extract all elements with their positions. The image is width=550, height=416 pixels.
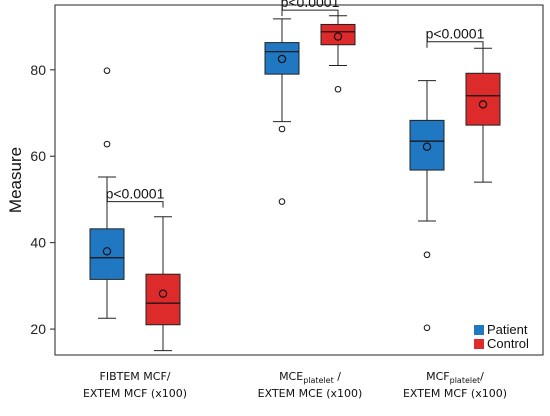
- category-label-line2: EXTEM MCE (x100): [258, 387, 363, 400]
- mean-marker: [277, 54, 287, 64]
- legend-label-patient: Patient: [487, 322, 528, 337]
- outlier-point: [423, 324, 431, 332]
- category-label-line2: EXTEM MCF (x100): [83, 387, 187, 400]
- p-value-label: p<0.0001: [426, 26, 485, 42]
- significance-bracket: p<0.0001: [106, 186, 165, 208]
- y-axis-title: Measure: [6, 147, 25, 213]
- iqr-box: [264, 42, 300, 75]
- y-tick-label: 60: [30, 148, 46, 164]
- bracket-line: [426, 41, 484, 48]
- y-tick-label: 80: [30, 62, 46, 78]
- box-patient-2: [409, 80, 445, 332]
- outlier-point: [103, 67, 111, 74]
- category-label-2: MCFplatelet/EXTEM MCF (x100): [403, 370, 507, 400]
- iqr-box: [89, 228, 125, 280]
- legend-swatch-patient: [474, 325, 484, 335]
- significance-bracket: p<0.0001: [281, 0, 340, 17]
- p-value-label: p<0.0001: [106, 186, 165, 202]
- outlier-point: [334, 85, 342, 93]
- y-tick-label: 20: [30, 321, 46, 337]
- category-label-line1: MCFplatelet/: [426, 370, 484, 385]
- iqr-box: [145, 273, 181, 326]
- box-control-2: [465, 47, 501, 183]
- mean-marker: [158, 289, 168, 298]
- legend-label-control: Control: [487, 336, 529, 351]
- significance-bracket: p<0.0001: [426, 26, 485, 48]
- outlier-point: [278, 198, 286, 205]
- p-value-label: p<0.0001: [281, 0, 340, 10]
- box-patient-0: [89, 67, 125, 319]
- box-control-0: [145, 216, 181, 352]
- outlier-point: [423, 251, 431, 259]
- category-label-0: FIBTEM MCF/EXTEM MCF (x100): [83, 370, 187, 400]
- outlier-point: [103, 140, 111, 148]
- y-axis: 20 40 60 80: [30, 62, 55, 337]
- legend: Patient Control: [474, 322, 529, 351]
- outlier-point: [278, 125, 286, 133]
- iqr-box: [320, 23, 356, 46]
- iqr-box: [465, 72, 501, 126]
- iqr-box: [409, 119, 445, 171]
- mean-marker: [333, 32, 343, 41]
- category-label-line1: MCEplatelet /: [279, 370, 341, 385]
- significance-annotations: p<0.0001 p<0.0001 p<0.0001: [106, 0, 485, 208]
- legend-swatch-control: [474, 339, 484, 349]
- x-axis-labels: FIBTEM MCF/EXTEM MCF (x100) MCEplatelet /…: [83, 370, 507, 400]
- category-label-line2: EXTEM MCF (x100): [403, 387, 507, 400]
- bracket-line: [106, 201, 164, 208]
- box-control-1: [320, 15, 356, 93]
- category-label-1: MCEplatelet / EXTEM MCE (x100): [258, 370, 363, 400]
- mean-marker: [422, 142, 432, 151]
- box-groups: [89, 15, 501, 352]
- mean-marker: [478, 100, 488, 109]
- y-tick-label: 40: [30, 235, 46, 251]
- category-label-line1: FIBTEM MCF/: [100, 370, 171, 383]
- mean-marker: [102, 247, 112, 256]
- box-patient-1: [264, 18, 300, 205]
- bracket-line: [281, 9, 339, 17]
